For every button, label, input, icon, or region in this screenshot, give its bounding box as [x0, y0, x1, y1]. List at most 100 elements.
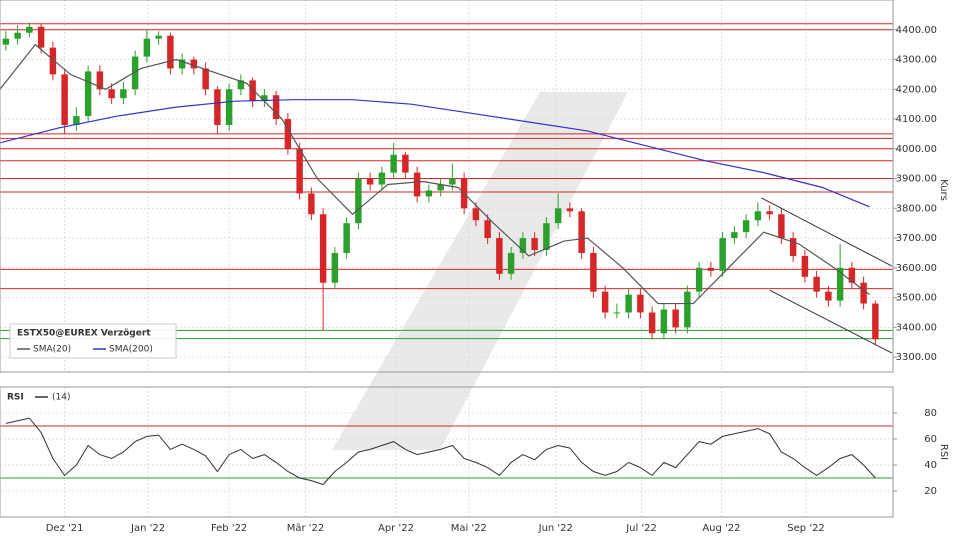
y-tick-label: 3900.00 [896, 174, 937, 185]
candle-body [754, 211, 762, 221]
x-tick-label: Feb '22 [211, 523, 247, 534]
y-tick-label: 40 [924, 460, 937, 471]
candle-body [37, 26, 45, 48]
candle-body [343, 223, 350, 253]
candle-body [660, 309, 668, 334]
candle-body [872, 303, 879, 340]
candle-body [49, 47, 57, 75]
candle-body [202, 68, 209, 90]
legend-label: SMA(20) [33, 345, 71, 355]
candle-body [390, 154, 397, 173]
candle-body [225, 89, 233, 125]
y-tick-label: 3500.00 [896, 293, 937, 304]
y-tick-label: 20 [924, 486, 937, 497]
candle-body [413, 172, 421, 197]
candle-body [14, 32, 21, 39]
candle-body [496, 238, 503, 274]
y-tick-label: 3700.00 [896, 233, 937, 244]
watermark [332, 92, 628, 450]
candle-body [319, 214, 327, 283]
candle-body [731, 232, 738, 239]
trend-line [761, 197, 893, 267]
candle-body [566, 208, 574, 212]
legend [9, 323, 177, 359]
candle-body [578, 211, 585, 253]
trend-line [769, 289, 893, 354]
legend-label: (14) [52, 393, 70, 403]
legend-title: ESTX50@EUREX Verzögert [17, 329, 151, 339]
candle-body [719, 238, 726, 271]
candle-body [860, 282, 867, 304]
candle-body [378, 172, 386, 185]
x-tick-label: Jun '22 [538, 523, 573, 534]
candle-body [272, 95, 280, 120]
y-axis-label: Kurs [938, 179, 949, 201]
candle-body [672, 309, 679, 328]
x-tick-label: Apr '22 [378, 523, 414, 534]
x-tick-label: Mai '22 [451, 523, 487, 534]
candle-body [108, 89, 115, 99]
y-tick-label: 4100.00 [896, 114, 937, 125]
candle-body [554, 208, 562, 224]
candle-body [155, 35, 162, 39]
candle-body [684, 291, 691, 328]
y-axis-label: RSI [938, 444, 949, 460]
candle-body [625, 294, 632, 313]
y-tick-label: 60 [924, 434, 937, 445]
candle-body [531, 238, 538, 250]
y-tick-label: 4300.00 [896, 55, 937, 66]
candle-body [813, 276, 820, 292]
candle-body [836, 267, 844, 301]
candle-body [519, 238, 527, 253]
plots: 3300.00 3400.00 3500.00 3600.00 3700.00 3800.… [0, 0, 937, 534]
y-tick-label: 4400.00 [896, 25, 937, 36]
y-tick-label: 3300.00 [896, 352, 937, 363]
x-tick-label: Dez '21 [46, 523, 84, 534]
y-tick-label: 80 [924, 408, 937, 419]
rsi-frame [0, 386, 894, 518]
candle-body [695, 267, 703, 292]
candle-body [778, 214, 785, 239]
candle-body [472, 208, 480, 221]
candle-body [131, 56, 139, 90]
x-tick-label: Sep '22 [787, 523, 825, 534]
candle-body [437, 184, 444, 191]
candle-body [178, 59, 186, 69]
candle-body [484, 220, 491, 239]
candle-body [742, 220, 750, 233]
candle-body [601, 291, 609, 313]
candle-body [96, 71, 104, 90]
x-tick-label: Jul '22 [625, 523, 657, 534]
candle-body [402, 154, 409, 173]
x-tick-label: Mär '22 [287, 523, 325, 534]
candle-body [261, 95, 268, 102]
candle-body [249, 80, 256, 102]
candle-body [284, 119, 292, 149]
candle-body [120, 89, 127, 99]
y-tick-label: 3800.00 [896, 203, 937, 214]
candle-body [507, 252, 515, 274]
candle-body [331, 252, 339, 283]
candle-body [590, 252, 597, 292]
candle-body [543, 223, 550, 250]
candle-body [2, 38, 10, 45]
candle-body [848, 267, 856, 283]
candle-body [801, 255, 809, 277]
candle-body [26, 26, 33, 33]
x-tick-label: Aug '22 [702, 523, 740, 534]
sma-line [0, 43, 870, 305]
candle-body [308, 193, 315, 215]
candle-body [425, 190, 433, 197]
candle-body [61, 74, 68, 125]
candle-body [73, 116, 80, 125]
price-frame [0, 0, 894, 373]
candle-body [214, 89, 221, 125]
rsi-line [5, 417, 876, 486]
y-tick-label: 4200.00 [896, 84, 937, 95]
sma-line [0, 99, 870, 208]
candle-body [237, 80, 245, 90]
candle-body [707, 267, 715, 271]
candle-body [648, 312, 656, 334]
candle-body [766, 211, 773, 215]
